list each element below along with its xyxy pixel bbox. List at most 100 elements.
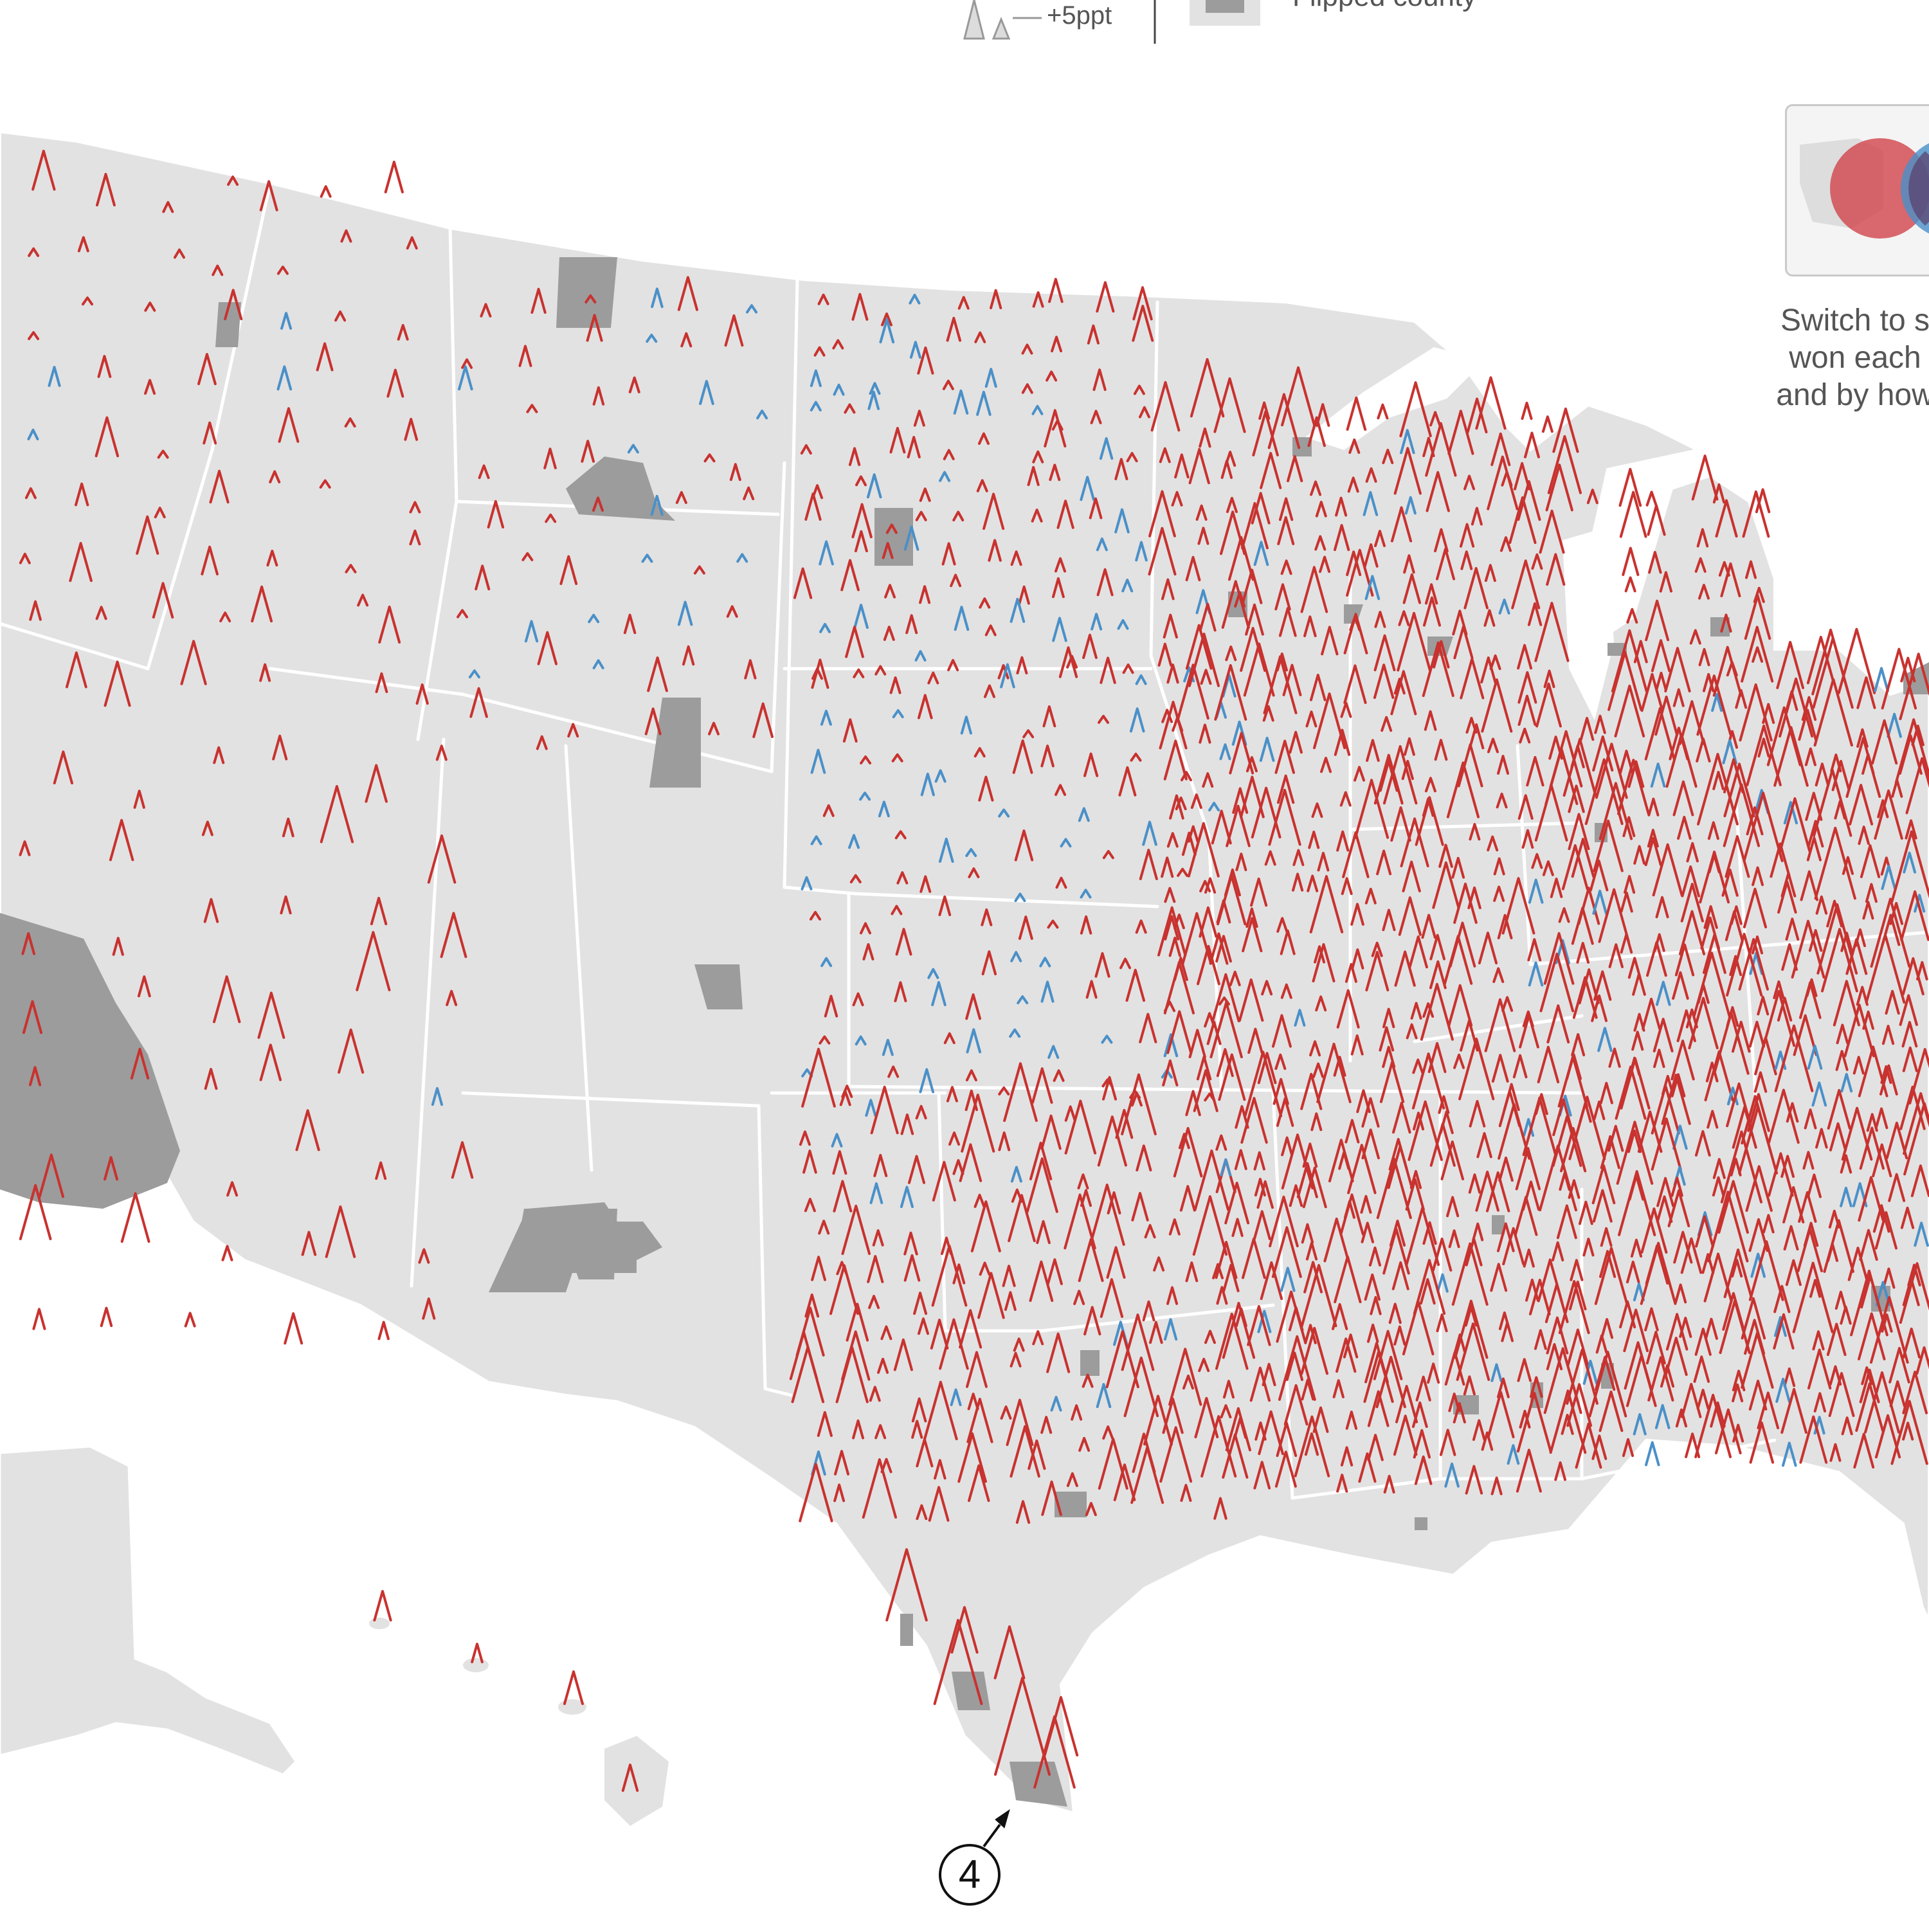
shift-arrow-marker (1383, 1474, 1395, 1494)
shift-arrow-marker (809, 910, 821, 921)
switch-view-caption[interactable]: Switch to s won each and by how (1759, 302, 1929, 414)
switch-view-toggle[interactable] (1785, 104, 1929, 276)
shift-arrow-marker (968, 1464, 990, 1503)
shift-arrow-marker (1271, 1014, 1292, 1048)
shift-arrow-marker (822, 804, 835, 817)
shift-arrow-marker (819, 1035, 831, 1045)
shift-arrow-marker (829, 1264, 859, 1315)
shift-arrow-marker (1586, 489, 1598, 505)
shift-arrow-marker (1694, 1328, 1712, 1356)
state-border-line (416, 500, 458, 741)
shift-arrow-marker (24, 487, 37, 500)
shift-arrow-marker (865, 1099, 877, 1117)
shift-arrow-marker (409, 501, 421, 514)
shift-arrow-marker (1483, 609, 1496, 627)
shift-arrow-marker (1087, 324, 1100, 345)
shift-arrow-marker (966, 1028, 982, 1054)
shift-arrow-marker (1624, 576, 1636, 593)
shift-arrow-marker (743, 486, 755, 501)
shift-arrow-marker (1549, 1389, 1587, 1454)
shift-arrow-marker (1617, 759, 1650, 815)
shift-arrow-marker (563, 1670, 584, 1705)
shift-arrow-marker (1078, 807, 1090, 822)
shift-arrow-marker (1648, 550, 1662, 574)
shift-arrow-marker (1453, 625, 1474, 660)
shift-arrow-marker (1654, 695, 1678, 736)
shift-arrow-marker (1162, 1059, 1179, 1087)
shift-arrow-marker (1077, 1173, 1089, 1189)
shift-arrow-marker (859, 922, 871, 935)
shift-arrow-marker (1105, 1330, 1139, 1389)
shift-arrow-marker (1347, 476, 1359, 493)
shift-arrow-marker (1805, 791, 1823, 821)
shift-arrow-marker (1448, 1392, 1461, 1413)
shift-arrow-marker (1534, 784, 1568, 842)
shift-arrow-marker (1561, 844, 1589, 890)
shift-arrow-marker (1475, 1170, 1499, 1212)
shift-arrow-marker (1862, 901, 1874, 920)
shift-arrow-marker (1000, 663, 1015, 689)
shift-arrow-marker (1827, 1088, 1851, 1130)
state-border-line (847, 1085, 1584, 1095)
shift-arrow-marker (1451, 1242, 1489, 1306)
shift-arrow-marker (965, 848, 977, 858)
shift-arrow-marker (1745, 560, 1757, 579)
shift-arrow-marker (644, 707, 662, 736)
shift-arrow-marker (1775, 1377, 1791, 1403)
shift-arrow-marker (1010, 1425, 1040, 1478)
shift-arrow-marker (1211, 809, 1232, 845)
shift-arrow-marker (1089, 497, 1103, 519)
shift-arrow-marker (1381, 716, 1393, 732)
shift-arrow-marker (1710, 1401, 1726, 1428)
shift-arrow-marker (1773, 1313, 1795, 1350)
shift-arrow-marker (1611, 629, 1648, 692)
shift-arrow-marker (1413, 1112, 1425, 1131)
shift-arrow-marker (1317, 851, 1330, 872)
shift-arrow-marker (1842, 856, 1854, 875)
shift-arrow-marker (1142, 820, 1157, 846)
shift-arrow-marker (1373, 634, 1396, 672)
shift-arrow-marker (1346, 396, 1367, 431)
shift-arrow-marker (799, 1130, 811, 1146)
shift-arrow-marker (1539, 952, 1575, 1013)
shift-arrow-marker (1517, 694, 1537, 726)
shift-arrow-marker (1624, 874, 1636, 894)
shift-arrow-marker (1240, 1097, 1268, 1144)
shift-arrow-marker (1674, 1283, 1687, 1304)
state-border-line (1580, 1438, 1777, 1481)
shift-arrow-marker (1060, 838, 1072, 848)
shift-arrow-marker (1545, 464, 1573, 512)
shift-arrow-marker (1413, 1429, 1431, 1459)
shift-arrow-marker (885, 1548, 928, 1621)
shift-arrow-marker (1849, 784, 1874, 826)
state-border-line (1734, 802, 1757, 1095)
shift-arrow-marker (1148, 490, 1176, 537)
shift-arrow-marker (1543, 932, 1575, 985)
shift-arrow-marker (1040, 1114, 1062, 1150)
shift-arrow-marker (883, 626, 895, 641)
shift-arrow-marker (1281, 1133, 1314, 1189)
shift-arrow-marker (97, 354, 112, 378)
shift-arrow-marker (957, 296, 970, 310)
shift-arrow-marker (874, 1424, 887, 1440)
state-border-line (783, 885, 857, 896)
shift-arrow-marker (927, 671, 939, 685)
shift-arrow-marker (1319, 555, 1331, 573)
shift-arrow-marker (860, 755, 872, 765)
shift-arrow-marker (32, 149, 56, 191)
shift-arrow-marker (1491, 1054, 1509, 1083)
shift-arrow-marker (1283, 1384, 1309, 1426)
shift-arrow-marker (1644, 1441, 1660, 1467)
shift-arrow-marker (1840, 1305, 1852, 1325)
shift-arrow-marker (1747, 1093, 1770, 1132)
shift-arrow-marker (1185, 1090, 1201, 1116)
shift-arrow-marker (1390, 670, 1417, 716)
shift-arrow-marker (69, 541, 93, 582)
shift-arrow-marker (818, 1220, 830, 1235)
shift-arrow-marker (729, 463, 741, 482)
shift-arrow-marker (1469, 823, 1481, 841)
shift-arrow-marker (869, 382, 881, 395)
shift-arrow-marker (109, 818, 134, 862)
shift-arrow-marker (1720, 613, 1732, 633)
state-border-line (410, 737, 446, 1288)
